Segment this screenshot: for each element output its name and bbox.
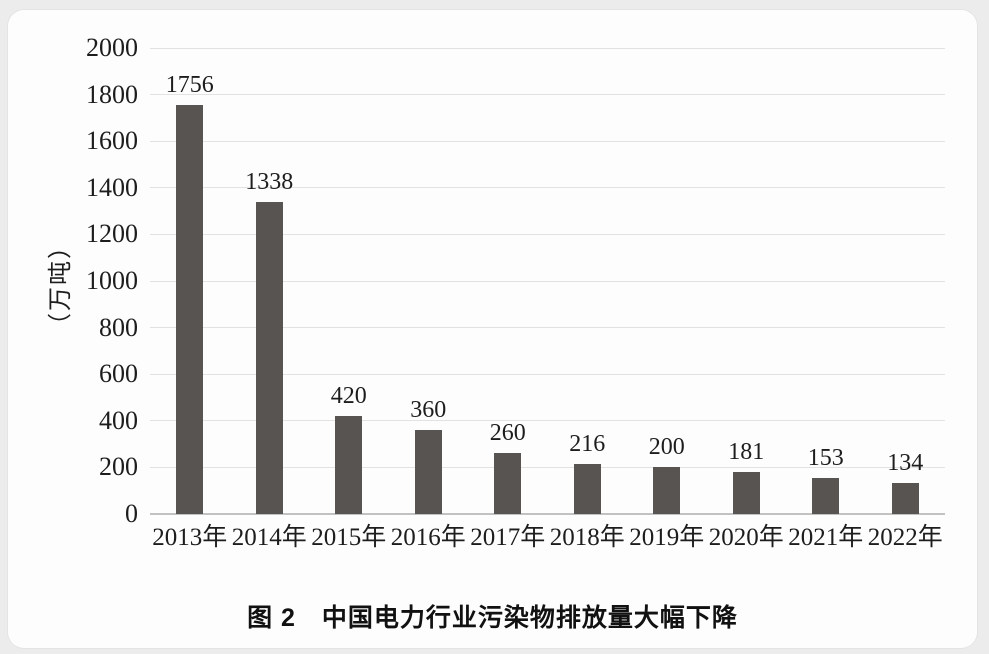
bar <box>414 430 442 514</box>
x-axis-tick-label: 2021年 <box>788 524 864 551</box>
y-axis-tick-label: 1800 <box>86 79 138 109</box>
gridline <box>150 94 945 96</box>
bar <box>176 104 204 514</box>
x-axis-tick-label: 2022年 <box>867 524 943 551</box>
gridline <box>150 187 945 189</box>
bar <box>891 482 919 514</box>
bar-value-label: 360 <box>410 397 447 424</box>
chart-caption: 图 2 中国电力行业污染物排放量大幅下降 <box>247 604 738 632</box>
x-axis-tick-label: 2020年 <box>708 524 784 551</box>
gridline <box>150 233 945 235</box>
y-axis-tick-label: 800 <box>99 312 138 342</box>
bar-value-label: 181 <box>728 438 765 465</box>
bar <box>255 202 283 514</box>
bar-value-label: 153 <box>807 445 844 472</box>
gridline <box>150 373 945 375</box>
bar-value-label: 260 <box>489 420 526 447</box>
gridline <box>150 327 945 329</box>
x-axis-tick-label: 2017年 <box>470 524 546 551</box>
x-axis-tick-label: 2013年 <box>152 524 228 551</box>
y-axis-tick-label: 200 <box>99 452 138 482</box>
y-axis-tick-label: 1400 <box>86 172 138 202</box>
y-axis-tick-label: 1600 <box>86 126 138 156</box>
x-axis-tick-label: 2015年 <box>311 524 387 551</box>
bar <box>732 471 760 514</box>
y-axis-tick-label: 1000 <box>86 266 138 295</box>
x-axis-tick-label: 2019年 <box>629 524 705 551</box>
bar <box>494 453 522 514</box>
y-axis-tick-label: 2000 <box>86 33 138 62</box>
gridline <box>150 466 945 468</box>
bar <box>653 467 681 514</box>
x-axis-line <box>150 513 945 515</box>
bar <box>573 463 601 514</box>
bar-value-label: 1756 <box>165 71 214 98</box>
bar-value-label: 420 <box>330 383 367 410</box>
bar <box>335 416 363 514</box>
x-axis-tick-label: 2014年 <box>231 524 307 551</box>
gridline <box>150 420 945 422</box>
gridline <box>150 140 945 142</box>
y-axis-tick-label: 1200 <box>86 219 138 249</box>
bar <box>812 478 840 514</box>
y-axis-tick-label: 600 <box>99 359 138 389</box>
gridline <box>150 47 945 49</box>
x-axis-tick-label: 2018年 <box>549 524 625 551</box>
chart-card: 图 2 中国电力行业污染物排放量大幅下降 <box>8 10 977 648</box>
bar-value-label: 134 <box>887 449 924 476</box>
x-axis-tick-label: 2016年 <box>390 524 466 551</box>
bar-value-label: 216 <box>569 430 606 457</box>
y-axis-tick-label: 0 <box>125 499 138 528</box>
y-axis-tick-label: 400 <box>99 405 138 435</box>
bar-value-label: 1338 <box>245 169 294 196</box>
bar-value-label: 200 <box>648 434 685 461</box>
gridline <box>150 280 945 282</box>
